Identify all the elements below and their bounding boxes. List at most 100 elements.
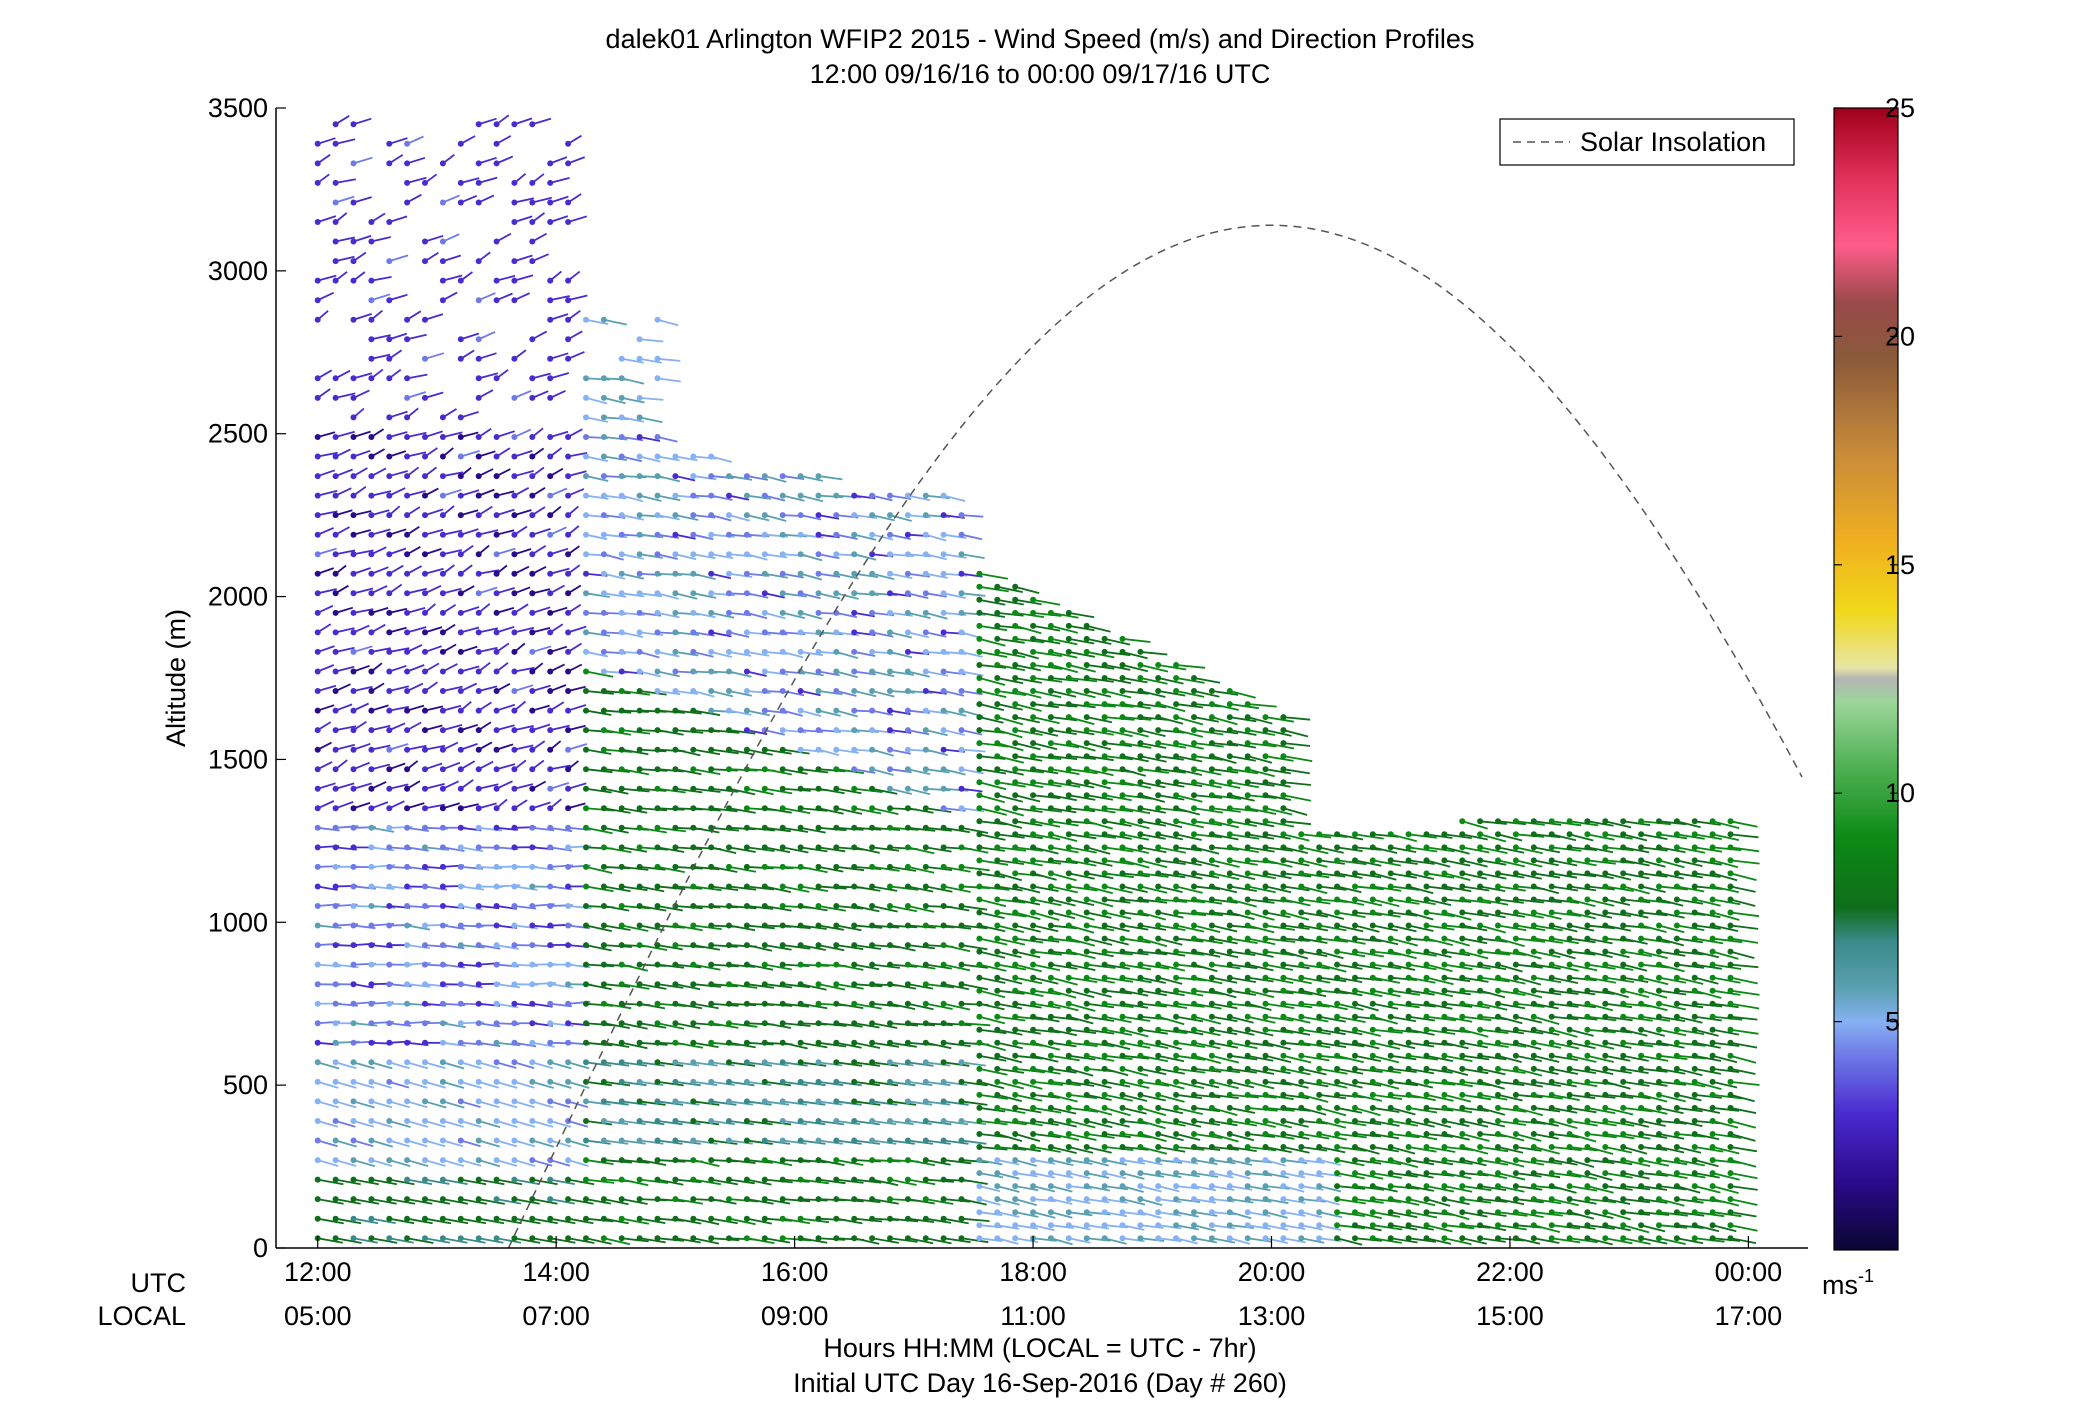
wind-barb-shaft — [746, 846, 775, 852]
wind-barb-dot — [1226, 1209, 1233, 1216]
wind-barb-shaft — [1229, 898, 1257, 908]
wind-barb-shaft — [335, 782, 355, 790]
wind-barb-shaft — [335, 1159, 357, 1167]
wind-barb-dot — [583, 844, 589, 851]
wind-barb-dot — [1173, 1104, 1180, 1111]
wind-barb-dot — [350, 1215, 357, 1222]
wind-barb-shaft — [1175, 859, 1202, 867]
wind-barb-shaft — [1122, 937, 1151, 944]
wind-barb-dot — [511, 1020, 518, 1027]
wind-barb-dot — [904, 512, 911, 519]
wind-barb-shaft — [997, 1067, 1025, 1074]
wind-barb-dot — [583, 824, 589, 831]
wind-barb-dot — [547, 492, 554, 499]
wind-barb-shaft — [585, 592, 610, 598]
wind-barb-shaft — [1211, 781, 1241, 789]
wind-barb-shaft — [1086, 1172, 1110, 1179]
wind-barb-dot — [976, 766, 983, 773]
wind-barb-dot — [368, 473, 375, 480]
wind-barb-dot — [690, 961, 697, 968]
wind-barb-dot — [583, 981, 589, 988]
wind-barb-shaft — [514, 1178, 540, 1185]
wind-barb-dot — [368, 238, 375, 245]
wind-barb-dot — [583, 1137, 589, 1144]
wind-barb-dot — [1030, 792, 1037, 799]
wind-barb-dot — [958, 590, 965, 597]
wind-barb-shaft — [1032, 638, 1061, 645]
wind-barb-shaft — [1193, 1041, 1221, 1050]
wind-barb-dot — [475, 785, 482, 792]
wind-barb-shaft — [1229, 1159, 1253, 1166]
wind-barb-shaft — [1283, 1146, 1310, 1154]
wind-barb-shaft — [389, 783, 409, 790]
wind-barb-dot — [922, 531, 929, 538]
wind-barb-shaft — [889, 1100, 917, 1106]
wind-barb-shaft — [335, 606, 354, 614]
wind-barb-shaft — [782, 787, 811, 792]
wind-barb-dot — [350, 844, 357, 851]
wind-barb-shaft — [550, 1217, 576, 1225]
wind-barb-dot — [1244, 961, 1251, 968]
wind-barb-dot — [368, 297, 375, 304]
wind-barb-dot — [1226, 1078, 1233, 1085]
wind-barb-dot — [404, 512, 411, 519]
wind-barb-shaft — [353, 372, 373, 380]
wind-barb-dot — [422, 355, 428, 362]
wind-barb-dot — [618, 492, 625, 499]
wind-barb-shaft — [979, 1172, 1004, 1179]
wind-barb-shaft — [460, 1139, 481, 1148]
wind-barb-shaft — [1068, 859, 1097, 867]
wind-barb-shaft — [585, 1002, 614, 1007]
wind-barb-dot — [1119, 714, 1126, 721]
wind-barb-dot — [1244, 870, 1251, 877]
wind-barb-dot — [779, 629, 786, 636]
wind-barb-shaft — [746, 963, 774, 971]
wind-barb-dot — [547, 453, 554, 460]
wind-barb-dot — [797, 1176, 804, 1183]
wind-barb-dot — [386, 512, 393, 519]
wind-barb-shaft — [1086, 1015, 1115, 1022]
wind-barb-dot — [1244, 727, 1251, 734]
wind-barb-shaft — [943, 866, 971, 873]
wind-barb-dot — [1101, 779, 1108, 786]
wind-barb-dot — [1226, 935, 1233, 942]
wind-barb-dot — [457, 531, 464, 538]
wind-barb-shaft — [925, 611, 948, 620]
wind-barb-dot — [761, 512, 768, 519]
wind-barb-dot — [1244, 974, 1251, 981]
wind-barb-dot — [726, 1059, 732, 1066]
wind-barb-dot — [976, 922, 983, 929]
wind-barb-dot — [797, 688, 804, 694]
wind-barb-dot — [600, 1215, 607, 1222]
wind-barb-shaft — [406, 1100, 428, 1109]
wind-barb-shaft — [907, 768, 931, 775]
wind-barb-shaft — [1032, 1080, 1063, 1086]
wind-barb-dot — [386, 258, 393, 265]
wind-barb-dot — [422, 551, 428, 558]
wind-barb-shaft — [979, 989, 1006, 999]
wind-barb-dot — [869, 551, 876, 558]
wind-barb-shaft — [997, 664, 1026, 672]
wind-barb-dot — [1030, 1196, 1037, 1203]
wind-barb-dot — [922, 961, 929, 968]
wind-barb-shaft — [1193, 690, 1220, 698]
wind-barb-dot — [529, 1000, 536, 1007]
wind-barb-shaft — [871, 1100, 898, 1106]
wind-barb-shaft — [585, 651, 609, 658]
wind-barb-dot — [511, 277, 518, 284]
wind-barb-shaft — [854, 1120, 880, 1126]
wind-barb-shaft — [389, 1178, 415, 1186]
wind-barb-dot — [386, 668, 393, 675]
wind-barb-shaft — [1032, 703, 1060, 709]
wind-barb-dot — [368, 1098, 375, 1105]
wind-barb-shaft — [1140, 1146, 1168, 1155]
wind-barb-dot — [547, 1235, 554, 1242]
wind-barb-shaft — [800, 1041, 828, 1049]
wind-barb-dot — [958, 981, 965, 988]
wind-barb-shaft — [1050, 664, 1079, 674]
wind-barb-shaft — [389, 1120, 411, 1128]
wind-barb-shaft — [961, 1217, 990, 1222]
wind-barb-dot — [636, 1215, 643, 1222]
wind-barb-dot — [887, 805, 893, 812]
wind-barb-dot — [1119, 909, 1126, 916]
